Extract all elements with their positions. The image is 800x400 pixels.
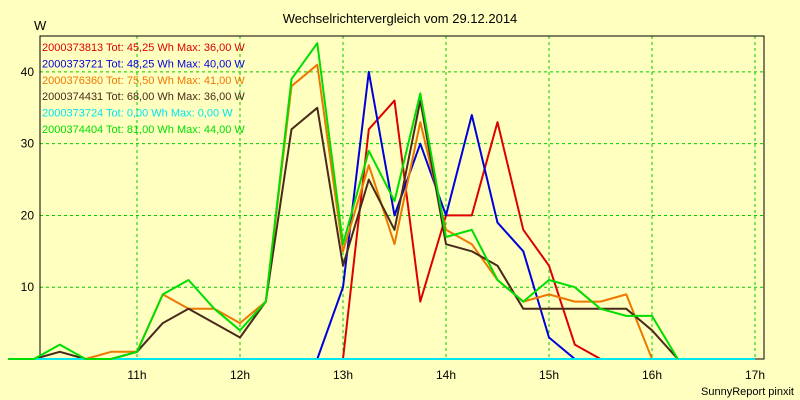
x-tick-label: 13h	[333, 368, 353, 382]
legend-entry-2000373724: 2000373724 Tot: 0,00 Wh Max: 0,00 W	[42, 108, 233, 120]
x-tick-label: 14h	[436, 368, 456, 382]
y-axis-label: W	[34, 18, 47, 33]
y-tick-label: 30	[21, 137, 35, 151]
legend-entry-2000373721: 2000373721 Tot: 48,25 Wh Max: 40,00 W	[42, 58, 245, 70]
grid	[40, 36, 764, 359]
series-group	[8, 42, 755, 360]
y-tick-label: 40	[21, 65, 35, 79]
legend-entry-2000374431: 2000374431 Tot: 68,00 Wh Max: 36,00 W	[42, 91, 245, 103]
series-line-2000373813	[8, 99, 601, 360]
x-tick-label: 16h	[642, 368, 662, 382]
series-line-2000376360	[8, 63, 678, 360]
tick-labels: 11h 12h 13h 14h 15h 16h 17h 10 20 30 40	[21, 65, 765, 382]
legend-entry-2000376360: 2000376360 Tot: 75,50 Wh Max: 41,00 W	[42, 75, 245, 87]
x-tick-label: 15h	[539, 368, 559, 382]
legend-entry-2000374404: 2000374404 Tot: 81,00 Wh Max: 44,00 W	[42, 124, 245, 136]
x-tick-label: 11h	[127, 368, 146, 382]
x-tick-label: 12h	[230, 368, 250, 382]
y-tick-label: 20	[21, 208, 35, 222]
legend: 2000373813 Tot: 45,25 Wh Max: 36,00 W 200…	[42, 42, 245, 136]
chart-title: Wechselrichtervergleich vom 29.12.2014	[283, 11, 518, 26]
x-tick-label: 17h	[745, 368, 765, 382]
credit-label: SunnyReport pinxit	[701, 386, 794, 398]
y-tick-label: 10	[21, 280, 35, 294]
series-line-2000374404	[8, 42, 679, 360]
legend-entry-2000373813: 2000373813 Tot: 45,25 Wh Max: 36,00 W	[42, 42, 245, 54]
